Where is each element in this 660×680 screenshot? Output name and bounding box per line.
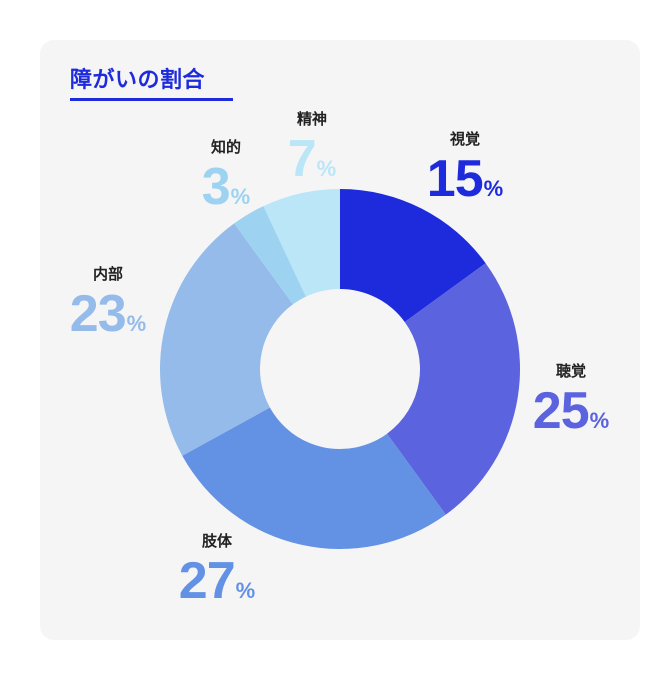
slice-label-0: 視覚 15%: [410, 128, 520, 205]
slice-percent-1: 25%: [532, 382, 610, 440]
slice-name-0: 視覚: [449, 130, 480, 148]
slice-label-2: 肢体 27%: [162, 530, 272, 607]
slice-label-4: 知的 3%: [171, 136, 281, 213]
slice-5: [263, 189, 340, 297]
slice-percent-2: 27%: [178, 552, 256, 610]
slice-4: [234, 206, 306, 305]
slice-3: [160, 223, 293, 456]
slice-name-3: 内部: [92, 265, 123, 283]
slice-name-2: 肢体: [201, 532, 232, 550]
slice-0: [340, 189, 486, 322]
slice-percent-5: 7%: [287, 130, 337, 188]
slice-label-1: 聴覚 25%: [516, 360, 626, 437]
slice-name-1: 聴覚: [555, 362, 586, 380]
title-underline: [70, 98, 233, 101]
slice-1: [387, 263, 520, 515]
slice-name-4: 知的: [210, 138, 241, 156]
slice-percent-3: 23%: [69, 285, 147, 343]
slice-name-5: 精神: [296, 110, 327, 128]
slice-percent-0: 15%: [426, 150, 504, 208]
slice-percent-4: 3%: [201, 158, 251, 216]
slice-2: [182, 407, 446, 549]
slice-label-3: 内部 23%: [53, 263, 163, 340]
slice-label-5: 精神 7%: [257, 108, 367, 185]
chart-title: 障がいの割合: [70, 68, 206, 93]
